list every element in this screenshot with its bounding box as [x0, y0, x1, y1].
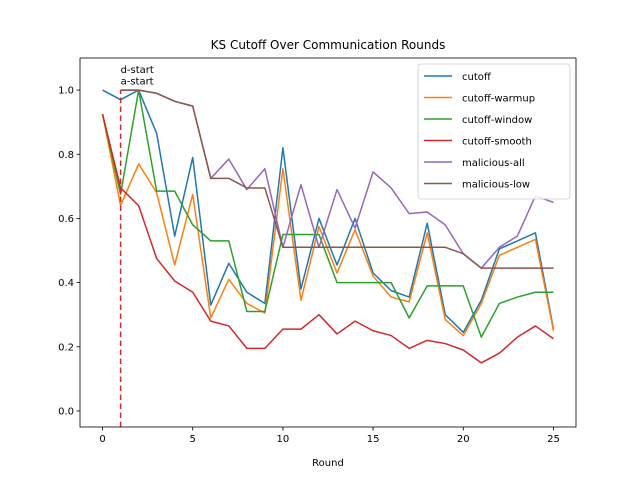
chart-title: KS Cutoff Over Communication Rounds [211, 38, 446, 52]
series-line-cutoff-window [101, 89, 554, 338]
x-tick-label: 10 [277, 434, 290, 445]
legend-label-malicious-all: malicious-all [462, 158, 525, 169]
series-line-cutoff-smooth [101, 113, 554, 364]
legend-label-cutoff-window: cutoff-window [462, 115, 532, 126]
series-line-cutoff-warmup [101, 114, 555, 337]
axes-frame [79, 57, 577, 428]
legend-label-cutoff-warmup: cutoff-warmup [462, 94, 535, 105]
x-tick-label: 15 [367, 434, 380, 445]
y-tick-label: 0.2 [58, 342, 74, 353]
legend-box [417, 63, 571, 200]
legend-label-cutoff-smooth: cutoff-smooth [462, 137, 532, 148]
x-tick-label: 20 [457, 434, 470, 445]
annotation-d-start: d-start [121, 65, 154, 76]
x-axis-label: Round [312, 458, 344, 469]
series-line-malicious-low [120, 89, 554, 269]
legend: cutoff cutoff-warmup cutoff-window cutoff-s… [417, 63, 571, 200]
x-tick-label: 5 [190, 434, 196, 445]
annotation-a-start: a-start [121, 76, 154, 87]
y-tick-label: 0.4 [58, 278, 74, 289]
y-tick-label: 0.0 [58, 406, 74, 417]
x-tick-label: 25 [547, 434, 560, 445]
legend-label-malicious-low: malicious-low [462, 180, 530, 191]
x-tick-label: 0 [99, 434, 105, 445]
y-tick-label: 0.6 [58, 214, 74, 225]
y-tick-label: 0.8 [58, 150, 74, 161]
y-tick-label: 1.0 [58, 86, 74, 97]
legend-label-cutoff: cutoff [462, 72, 492, 83]
series-line-cutoff [102, 89, 555, 334]
